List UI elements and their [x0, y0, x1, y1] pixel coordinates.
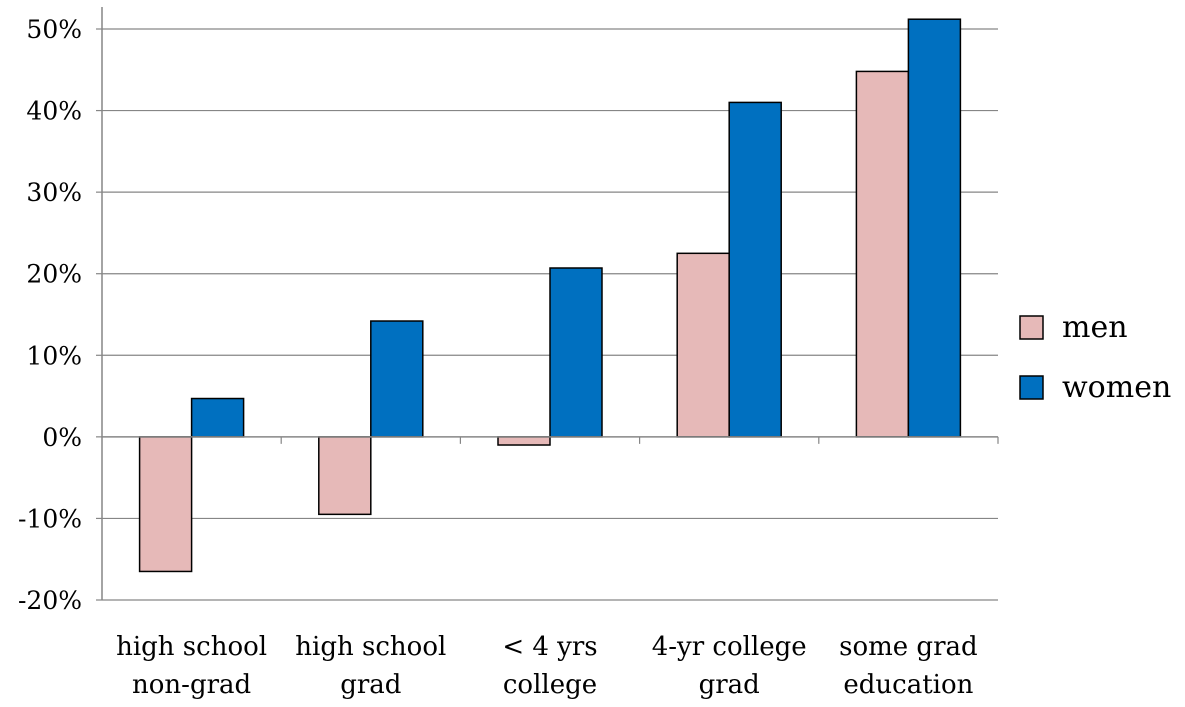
legend: men women — [1019, 310, 1171, 405]
x-tick-label: < 4 yrs — [502, 632, 597, 662]
bar-men — [318, 436, 372, 516]
y-tick-label: 40% — [26, 97, 82, 126]
legend-swatch-men — [1019, 315, 1044, 340]
y-tick-label: -20% — [18, 586, 82, 615]
bar-men — [497, 436, 551, 446]
bar-men — [138, 436, 193, 573]
x-tick-label: 4-yr college — [652, 632, 807, 662]
y-tick-label: 50% — [26, 15, 82, 44]
y-tick-label: -10% — [18, 504, 82, 533]
x-tick-label: high school — [295, 632, 446, 662]
y-tick-label: 20% — [26, 260, 82, 289]
legend-swatch-women — [1019, 375, 1044, 400]
y-tick-label: 10% — [26, 341, 82, 370]
legend-label-women: women — [1062, 370, 1171, 405]
x-tick-label: non-grad — [132, 670, 251, 700]
y-tick-label: 0% — [42, 423, 82, 452]
x-tick-label: high school — [116, 632, 267, 662]
bar-women — [190, 397, 245, 438]
bar-men — [676, 252, 730, 438]
y-tick-label: 30% — [26, 178, 82, 207]
bars — [138, 18, 962, 573]
bar-women — [907, 18, 962, 438]
axes — [96, 7, 999, 601]
legend-label-men: men — [1062, 310, 1128, 345]
x-tick-label: grad — [699, 670, 760, 700]
y-axis-ticks: -20% -10% 0% 10% 20% 30% 40% 50% — [18, 15, 82, 615]
x-tick-label: grad — [340, 670, 401, 700]
x-axis-ticks: high school non-grad high school grad < 4 yr… — [116, 632, 978, 700]
bar-women — [728, 101, 782, 438]
x-tick-label: education — [843, 670, 973, 700]
bar-men — [855, 70, 910, 438]
bar-women — [549, 267, 603, 438]
x-tick-label: college — [503, 670, 597, 700]
bar-women — [370, 320, 424, 438]
x-tick-label: some grad — [839, 632, 978, 662]
